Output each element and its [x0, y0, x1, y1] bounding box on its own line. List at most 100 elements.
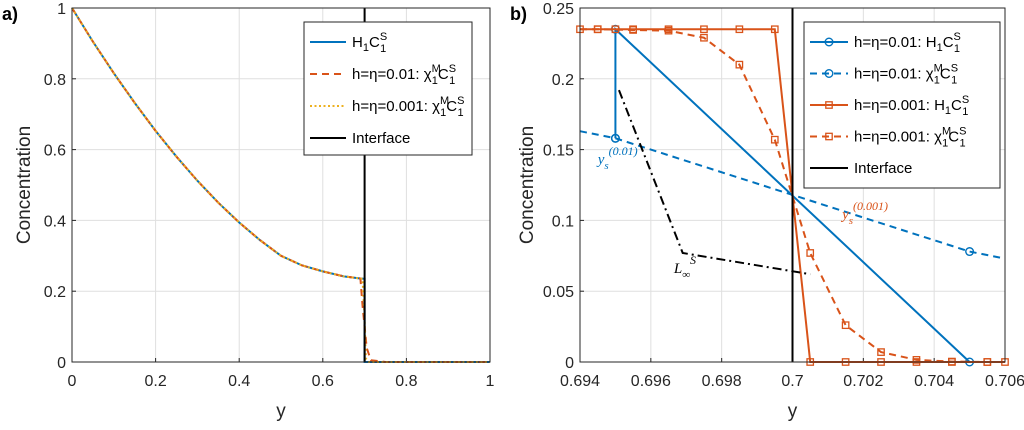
- legend-label-part: Interface: [352, 130, 410, 147]
- data-point: [806, 249, 815, 257]
- annotation-sub: s: [604, 160, 608, 172]
- x-tick-label: 0.2: [144, 373, 166, 390]
- legend-label-sup: M: [432, 63, 441, 75]
- x-tick-label: 0.704: [914, 373, 954, 390]
- x-tick-label: 0.698: [702, 373, 742, 390]
- panel-b: 0.694 0.696 0.698 0.7 0.702 0.704 0.706 0 0.05 0.…: [510, 1, 1024, 422]
- legend-label-sub: 1: [942, 138, 948, 150]
- data-point: [877, 348, 885, 356]
- plot-frame: [71, 7, 491, 363]
- legend-marker: [825, 132, 833, 141]
- legend-marker: [824, 37, 834, 47]
- y-tick-label: 0.2: [552, 72, 574, 89]
- legend-marker: [825, 101, 833, 109]
- legend-label-sub: 1: [457, 107, 463, 119]
- legend-label: H1CS 1: [352, 31, 387, 55]
- legend-label-part: Interface: [854, 160, 912, 177]
- legend-label-part: h=η=0.01: χ: [352, 66, 432, 83]
- legend-label-part: h=η=0.001: χ: [854, 129, 942, 146]
- plot-frame: [579, 7, 1006, 363]
- annotation-base: y: [840, 207, 849, 223]
- legend-label-sup: M: [934, 63, 943, 75]
- legend-label-sup: M: [440, 95, 449, 107]
- legend-label-part: H: [352, 34, 363, 51]
- data-point: [770, 135, 779, 144]
- legend-label-part: C: [438, 66, 449, 83]
- y-tick-label: 0: [565, 355, 574, 372]
- legend-label-sub: 1: [951, 75, 957, 87]
- x-tick-label: 0.4: [228, 373, 250, 390]
- panel-letter: a): [2, 4, 18, 24]
- y-tick-label: 0.1: [552, 213, 574, 230]
- panel-letter: b): [510, 4, 527, 24]
- legend-label-sub: 1: [380, 43, 386, 55]
- legend-label-sup: S: [959, 126, 966, 138]
- y-tick-label: 0.4: [44, 213, 66, 230]
- data-point: [735, 60, 744, 69]
- data-point: [664, 26, 673, 35]
- legend-label-sub: 1: [363, 42, 369, 54]
- data-point: [700, 33, 708, 42]
- y-axis-label: Concentration: [14, 126, 35, 244]
- legend-label-sub: 1: [432, 75, 438, 87]
- y-tick-label: 0.25: [543, 1, 574, 18]
- data-point: [841, 321, 850, 330]
- legend-label: h=η=0.01: H1CS 1: [854, 31, 961, 55]
- legend-label-sub: 1: [440, 107, 446, 119]
- data-point: [912, 356, 921, 364]
- legend-label-part: C: [943, 34, 954, 51]
- x-tick-label: 0.696: [631, 373, 671, 390]
- data-point: [965, 247, 975, 257]
- legend-label: Interface: [352, 130, 410, 147]
- annotation-base: y: [596, 152, 605, 168]
- data-point: [593, 25, 602, 34]
- annotation: ys(0.001): [840, 199, 888, 227]
- legend-label-sub: 1: [937, 42, 943, 54]
- y-tick-label: 0.8: [44, 72, 66, 89]
- legend-label-sub: 1: [945, 105, 951, 117]
- legend-label: h=η=0.001: χM 1CS 1: [854, 126, 966, 150]
- x-axis-label: y: [788, 401, 798, 422]
- x-tick-label: 0.6: [312, 373, 334, 390]
- annotation: ys(0.01): [596, 144, 638, 172]
- legend-label-sub: 1: [449, 75, 455, 87]
- annotation-sup: (0.01): [609, 144, 638, 158]
- x-tick-label: 0.706: [985, 373, 1024, 390]
- x-tick-label: 0.8: [395, 373, 417, 390]
- y-tick-label: 0.15: [543, 143, 574, 160]
- series-line: [71, 7, 490, 363]
- legend-label-part: C: [446, 98, 457, 115]
- legend-label-sup: S: [449, 63, 456, 75]
- data-point: [735, 25, 744, 34]
- legend-label-sub: 1: [934, 75, 940, 87]
- x-tick-label: 0.702: [843, 373, 883, 390]
- legend-label-sub: 1: [959, 138, 965, 150]
- y-tick-label: 0.05: [543, 284, 574, 301]
- legend-marker: [824, 68, 834, 78]
- legend-label: h=η=0.01: χM 1CS 1: [352, 63, 456, 87]
- legend-label-part: C: [369, 34, 380, 51]
- legend-label-part: h=η=0.001: H: [854, 97, 945, 114]
- annotation-sub: s: [849, 215, 853, 227]
- legend-label: Interface: [854, 160, 912, 177]
- annotation: L∞S: [673, 253, 696, 281]
- legend-label-part: h=η=0.001: χ: [352, 98, 440, 115]
- y-tick-label: 0: [57, 355, 66, 372]
- legend-label-part: C: [951, 97, 962, 114]
- y-tick-label: 1: [57, 1, 66, 18]
- legend-label-sup: S: [380, 31, 387, 43]
- x-axis-label: y: [276, 401, 286, 422]
- x-tick-label: 1: [486, 373, 495, 390]
- annotation-sup: (0.001): [853, 199, 888, 213]
- legend-label: h=η=0.001: H1CS 1: [854, 94, 969, 118]
- annotation-base: L: [673, 261, 682, 277]
- x-tick-label: 0.694: [560, 373, 600, 390]
- legend-label-sub: 1: [954, 43, 960, 55]
- legend-label-sup: S: [951, 63, 958, 75]
- legend-label: h=η=0.001: χM 1CS 1: [352, 95, 464, 119]
- data-point: [700, 25, 708, 34]
- y-tick-label: 0.6: [44, 143, 66, 160]
- legend-label: h=η=0.01: χM 1CS 1: [854, 63, 958, 87]
- data-point: [610, 133, 620, 143]
